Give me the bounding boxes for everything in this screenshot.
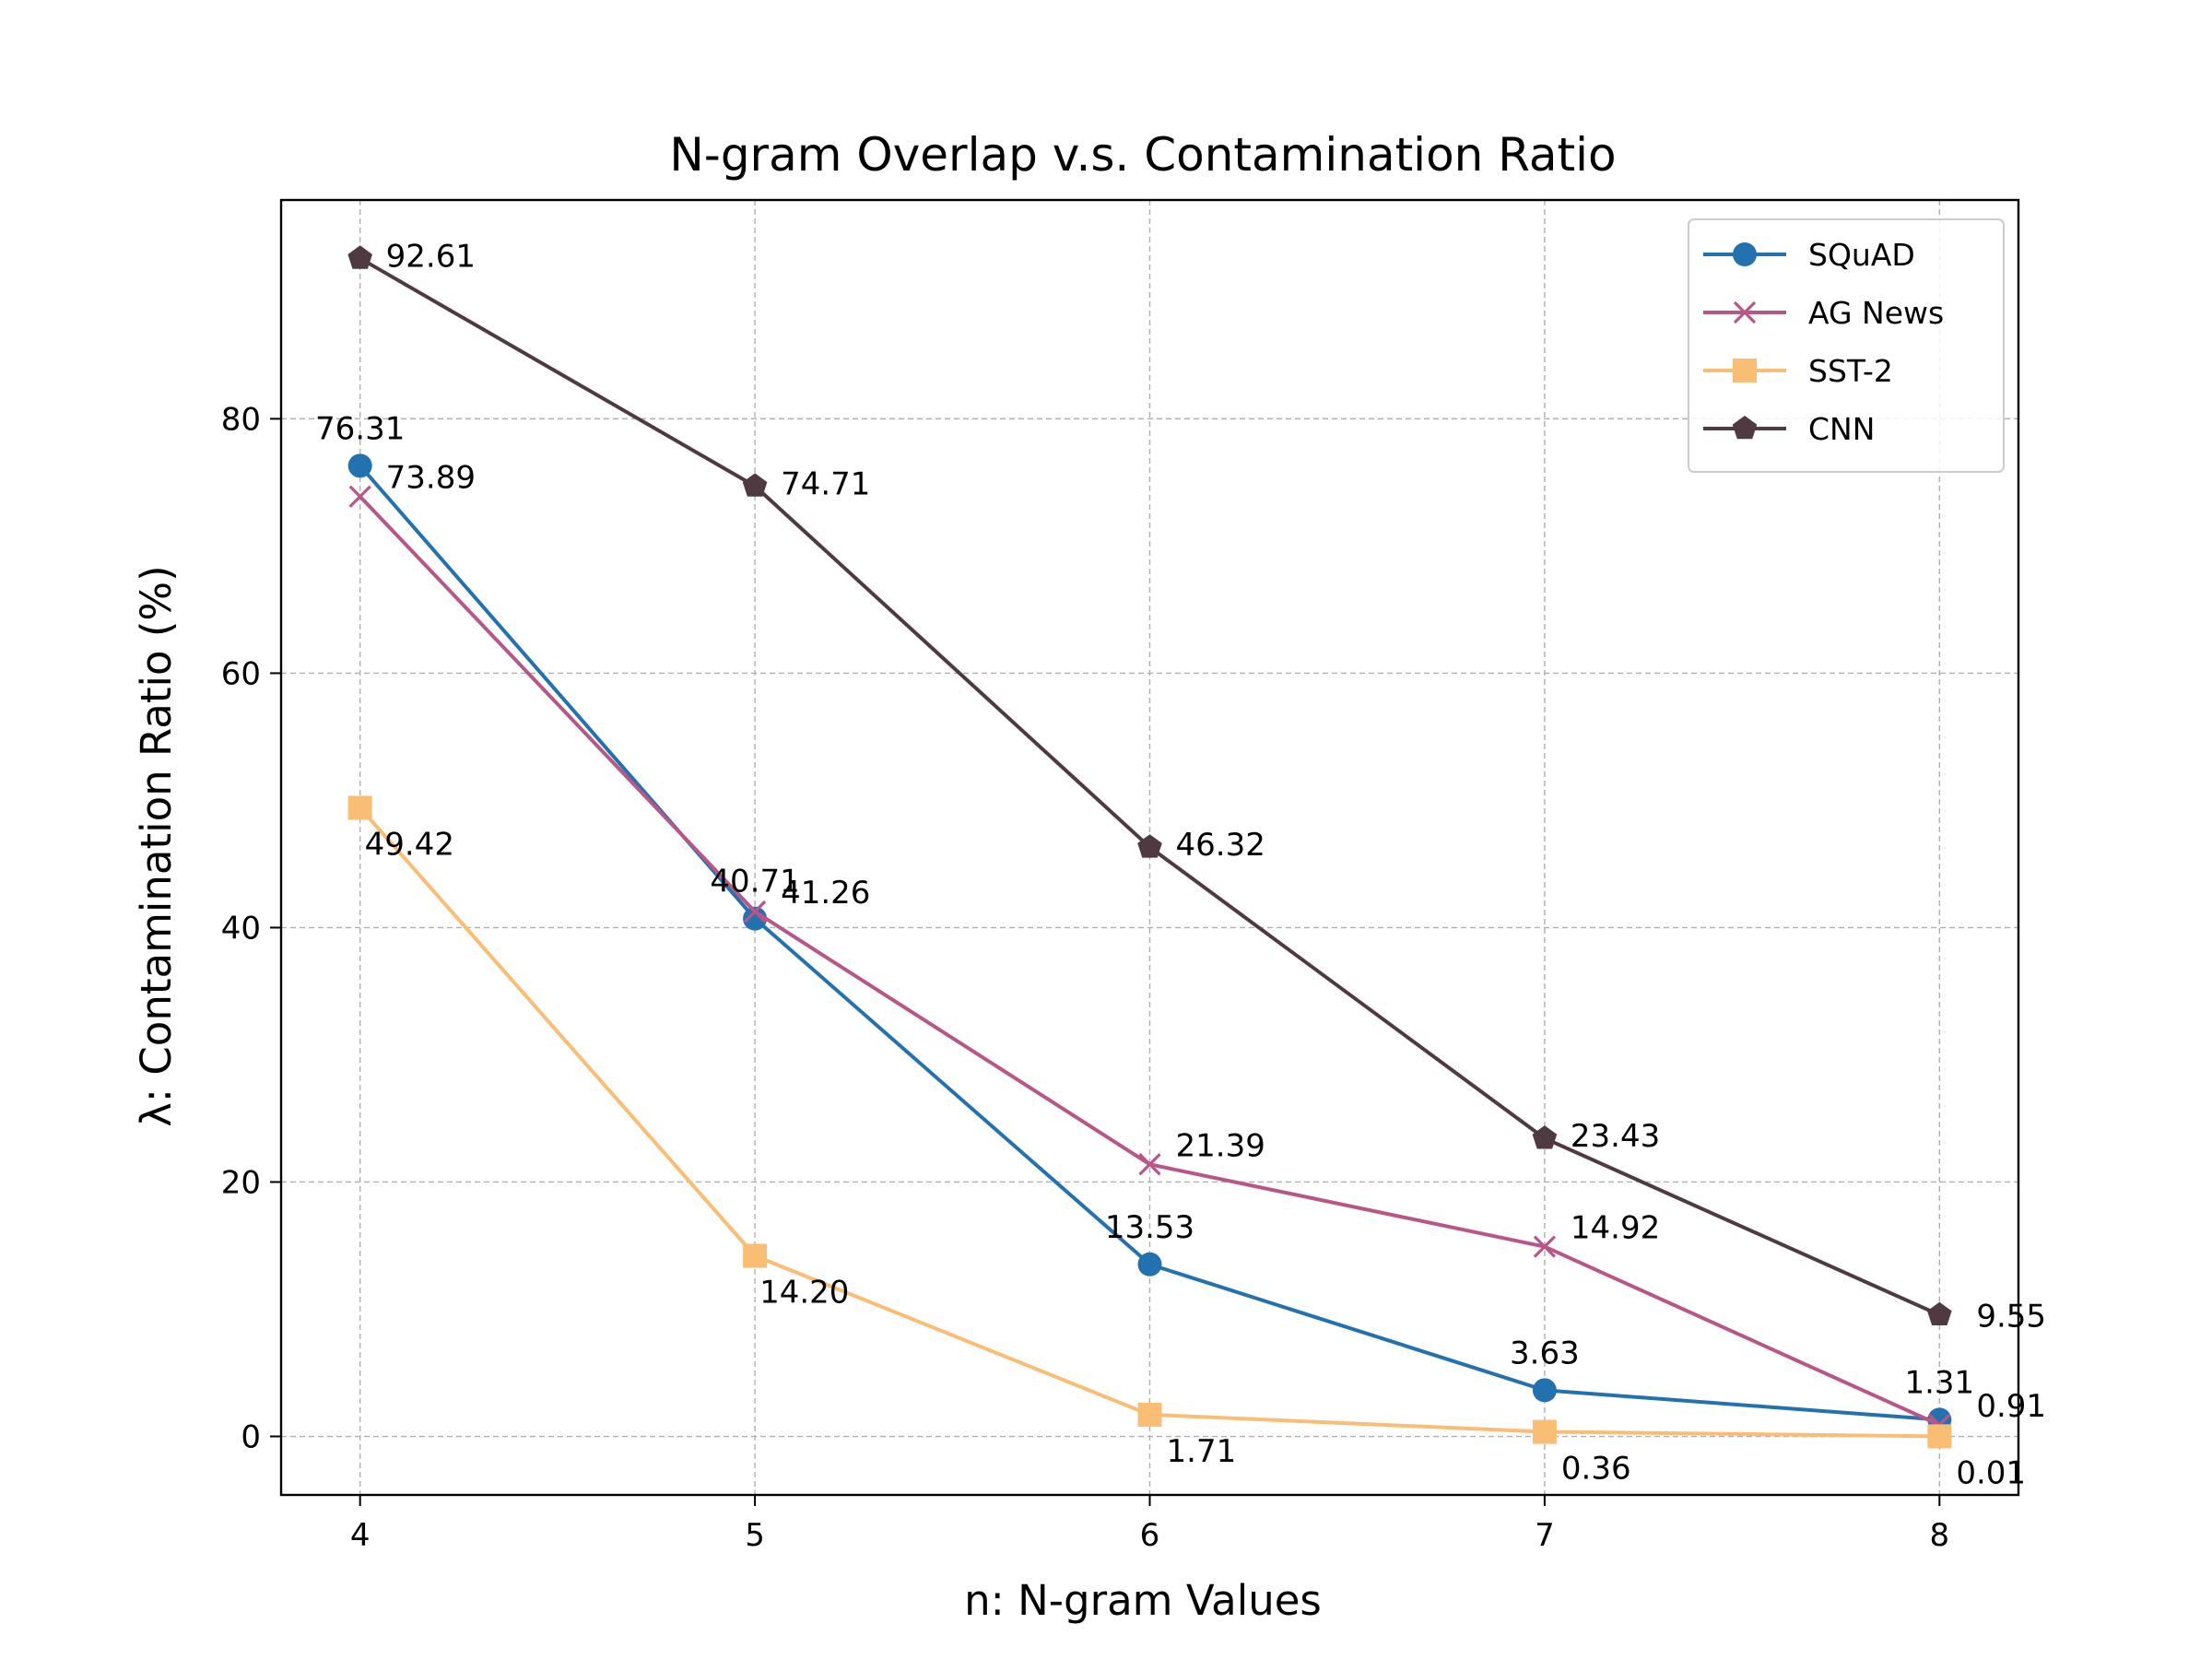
- data-label-squad: 13.53: [1105, 1209, 1194, 1246]
- data-labels: 76.31 40.71 13.53 3.63 1.31 73.89 41.26 21.39 14…: [315, 238, 2046, 1491]
- data-point-ag-news: [348, 485, 371, 508]
- x-tick-label: 5: [745, 1517, 765, 1554]
- series-layer: [347, 245, 1952, 1449]
- data-label-sst-2: 49.42: [365, 826, 454, 863]
- data-label-sst-2: 14.20: [759, 1275, 849, 1312]
- data-point-squad: [743, 906, 768, 931]
- legend-label-squad: SQuAD: [1808, 237, 1915, 273]
- data-point-cnn: [742, 473, 768, 497]
- data-label-ag-news: 14.92: [1571, 1210, 1660, 1247]
- x-tick-label: 6: [1140, 1517, 1160, 1554]
- data-point-sst-2: [743, 1243, 768, 1268]
- data-label-cnn: 9.55: [1976, 1299, 2046, 1335]
- y-axis-label: λ: Contamination Ratio (%): [132, 565, 181, 1126]
- data-point-ag-news: [1533, 1235, 1557, 1258]
- legend-box: [1688, 218, 2005, 473]
- data-point-squad: [1532, 1378, 1557, 1403]
- data-label-cnn: 46.32: [1176, 827, 1265, 864]
- legend-item-squad: SQuAD: [1703, 237, 1915, 273]
- y-tick-label: 20: [221, 1164, 261, 1201]
- series-sst-2: [347, 795, 1952, 1449]
- x-tick-label: 4: [350, 1517, 371, 1554]
- data-label-squad: 76.31: [315, 410, 405, 447]
- data-point-cnn: [1927, 1301, 1952, 1325]
- x-tick-label: 8: [1929, 1517, 1949, 1554]
- data-label-squad: 3.63: [1510, 1335, 1580, 1371]
- x-tick-label: 7: [1535, 1517, 1555, 1554]
- data-point-cnn: [1532, 1125, 1558, 1149]
- data-label-ag-news: 73.89: [386, 460, 476, 497]
- data-label-cnn: 23.43: [1571, 1118, 1660, 1155]
- y-tick-label: 40: [221, 910, 261, 947]
- data-label-cnn: 74.71: [781, 465, 870, 502]
- legend-item-sst-2: SST-2: [1703, 353, 1893, 389]
- legend-item-ag-news: AG News: [1703, 295, 1944, 331]
- legend-marker-cnn: [1732, 416, 1758, 440]
- data-point-squad: [1137, 1252, 1162, 1277]
- data-point-cnn: [1137, 834, 1162, 858]
- series-cnn: [347, 245, 1952, 1325]
- data-label-ag-news: 21.39: [1176, 1127, 1265, 1164]
- y-tick-label: 60: [221, 655, 261, 692]
- y-tick-label: 80: [221, 401, 261, 438]
- data-label-sst-2: 0.36: [1561, 1451, 1631, 1488]
- data-label-squad: 1.31: [1904, 1364, 1974, 1401]
- data-label-ag-news: 41.26: [781, 875, 870, 912]
- legend-label-cnn: CNN: [1808, 411, 1875, 447]
- data-point-cnn: [347, 245, 372, 269]
- legend-label-sst-2: SST-2: [1808, 353, 1893, 389]
- data-point-sst-2: [1927, 1424, 1952, 1449]
- chart-title: N-gram Overlap v.s. Contamination Ratio: [669, 128, 1616, 182]
- series-squad: [347, 453, 1952, 1432]
- legend-marker-ag-news: [1733, 300, 1757, 324]
- data-point-sst-2: [347, 795, 372, 820]
- legend-label-ag-news: AG News: [1808, 295, 1944, 331]
- legend-item-cnn: CNN: [1703, 411, 1875, 447]
- data-point-sst-2: [1532, 1419, 1557, 1444]
- x-axis-label: n: N-gram Values: [964, 1576, 1322, 1625]
- y-tick-label: 0: [241, 1419, 261, 1456]
- legend-marker-squad: [1733, 242, 1757, 266]
- data-point-squad: [347, 453, 372, 478]
- data-label-squad: 40.71: [710, 864, 799, 900]
- legend: SQuAD AG News SST-2 CNN: [1688, 218, 2005, 473]
- data-label-cnn: 92.61: [386, 238, 476, 275]
- data-label-sst-2: 1.71: [1167, 1433, 1237, 1470]
- data-label-sst-2: 0.01: [1956, 1454, 2026, 1491]
- data-point-ag-news: [743, 900, 767, 924]
- data-label-ag-news: 0.91: [1976, 1388, 2046, 1425]
- legend-marker-sst-2: [1733, 359, 1757, 382]
- data-point-sst-2: [1137, 1402, 1162, 1427]
- data-point-ag-news: [1138, 1153, 1161, 1176]
